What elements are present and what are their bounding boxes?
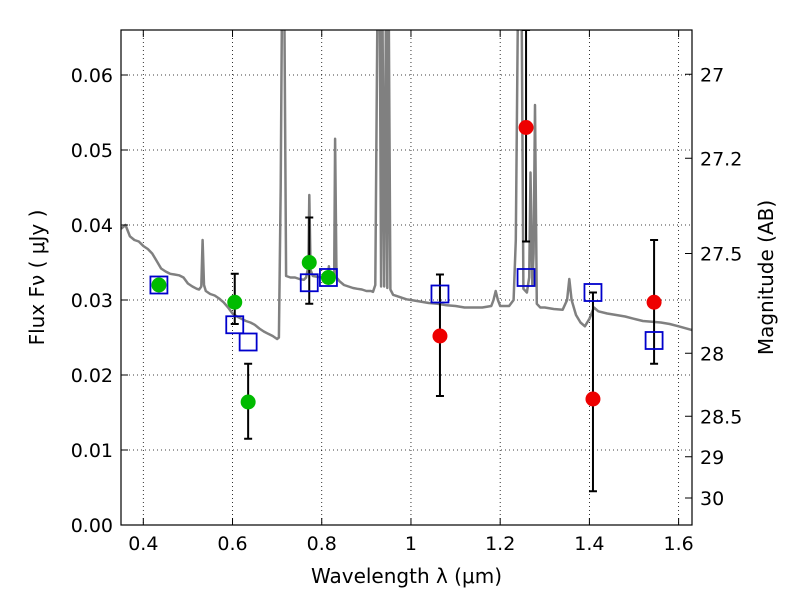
model-square-marker: [299, 273, 319, 293]
right-tick-label: 27: [700, 64, 724, 86]
right-tick-label: 27.2: [700, 148, 742, 170]
model-square-marker: [516, 268, 536, 287]
red-data-point: [646, 294, 662, 310]
x-tick-label: 0.6: [217, 533, 247, 555]
model-square-marker: [238, 332, 258, 352]
grid-lines: [121, 30, 692, 526]
y-tick-label: 0.01: [71, 440, 113, 462]
ticks-layer: 0.4 0.6 0.8 1 1.2 1.4 1.6 0.00 0.01 0.02 0.03 0.04 0…: [71, 30, 742, 555]
y-tick-label: 0.02: [71, 365, 113, 387]
green-data-point: [240, 394, 256, 410]
right-tick-label: 28.5: [700, 406, 742, 428]
x-tick-label: 1.4: [574, 533, 604, 555]
template-spectrum-layer: [121, 30, 692, 341]
right-axis-label: Magnitude (AB): [754, 200, 778, 355]
green-data-point: [301, 255, 317, 270]
green-data-point: [151, 277, 167, 293]
model-square-marker: [644, 331, 664, 350]
model-square-marker: [319, 268, 338, 287]
data-points-layer: [151, 120, 662, 410]
model-square-marker: [430, 284, 450, 304]
green-data-point: [320, 270, 336, 285]
y-tick-label: 0.00: [71, 515, 113, 537]
y-tick-label: 0.04: [71, 215, 113, 237]
model-square-marker: [583, 283, 603, 302]
x-tick-label: 0.4: [128, 533, 158, 555]
red-data-point: [518, 120, 534, 135]
right-tick-label: 27.5: [700, 244, 742, 266]
model-squares-layer: [149, 268, 664, 352]
plot-frame: [120, 29, 693, 526]
model-square-marker: [225, 315, 245, 335]
green-data-point: [227, 294, 243, 310]
model-square-marker: [149, 275, 169, 295]
red-data-point: [585, 391, 601, 407]
template-spectrum-line: [121, 30, 692, 341]
right-tick-label: 29: [700, 447, 724, 469]
y-axis-label: Flux Fν ( μJy ): [25, 210, 49, 346]
x-tick-label: 1.2: [485, 533, 515, 555]
x-tick-label: 1.6: [664, 533, 694, 555]
x-tick-label: 1: [405, 533, 417, 555]
right-tick-label: 30: [700, 488, 724, 510]
y-tick-label: 0.03: [71, 290, 113, 312]
y-tick-label: 0.06: [71, 65, 113, 87]
x-tick-label: 0.8: [307, 533, 337, 555]
right-tick-label: 28: [700, 343, 724, 365]
y-tick-label: 0.05: [71, 140, 113, 162]
x-axis-label: Wavelength λ (μm): [311, 564, 502, 588]
red-data-point: [432, 328, 448, 344]
